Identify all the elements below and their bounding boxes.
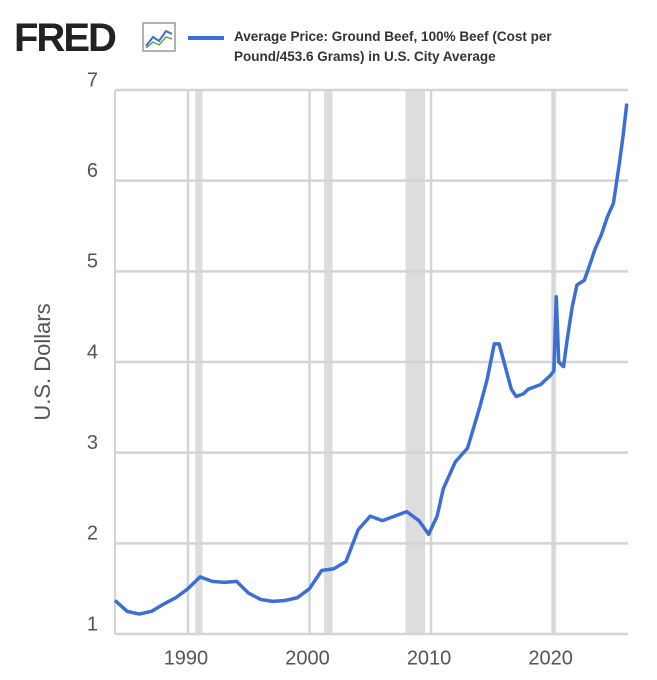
y-axis-label: U.S. Dollars: [30, 303, 55, 420]
y-tick-label: 5: [87, 251, 98, 273]
y-tick-label: 3: [87, 432, 98, 454]
y-tick-label: 4: [87, 341, 98, 363]
y-tick-label: 2: [87, 523, 98, 545]
x-tick-label: 1990: [164, 647, 209, 669]
y-tick-label: 1: [87, 613, 98, 635]
legend-label: Average Price: Ground Beef, 100% Beef (C…: [234, 29, 552, 64]
x-tick-label: 2000: [285, 647, 330, 669]
y-tick-label: 6: [87, 160, 98, 182]
header: FRED Average Price: Ground Beef, 100% Be…: [0, 0, 657, 80]
x-tick-label: 2020: [528, 647, 573, 669]
chart-icon: [142, 22, 176, 52]
logo: FRED: [14, 16, 117, 60]
data-line: [113, 103, 629, 616]
x-tick-label: 2010: [407, 647, 452, 669]
y-tick-label: 7: [87, 69, 98, 91]
legend-swatch: [188, 36, 224, 40]
